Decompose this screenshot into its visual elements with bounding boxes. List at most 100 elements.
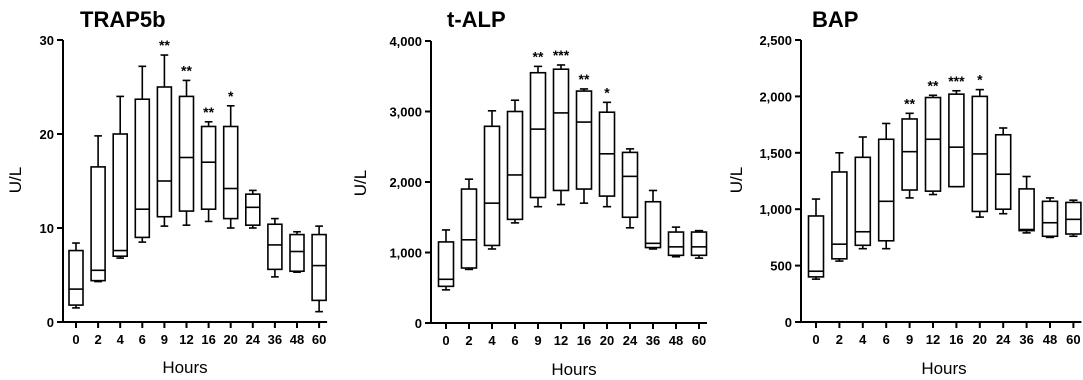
x-tick-label: 9 [161,332,168,347]
box-iqr [644,200,662,249]
box-iqr [1041,200,1059,238]
chart-title: t-ALP [447,7,506,32]
box-48h [289,230,305,273]
box-9h [529,65,547,208]
box-iqr [178,95,195,212]
y-tick-label: 1,000 [759,202,792,217]
box-16h [200,120,217,223]
x-tick-label: 0 [442,333,449,348]
box-iqr [994,133,1012,210]
y-tick-label: 3,000 [389,105,422,120]
box-48h [1041,197,1059,239]
chart-title: BAP [812,7,858,32]
significance-marker: ** [928,77,939,93]
x-tick-label: 6 [883,332,890,347]
box-20h [598,101,616,208]
box-iqr [156,86,173,218]
y-tick-label: 2,500 [759,33,792,48]
x-tick-label: 9 [906,332,913,347]
box-6h [877,122,895,250]
box-48h [667,226,685,258]
y-tick-label: 2,000 [759,89,792,104]
box-0h [437,229,455,291]
x-tick-label: 20 [973,332,987,347]
x-tick-label: 24 [996,332,1011,347]
x-tick-label: 60 [1066,332,1080,347]
y-axis-label: U/L [727,167,746,193]
x-tick-label: 0 [812,332,819,347]
x-tick-label: 2 [465,333,472,348]
chart-panel-t-alp: t-ALP Hours U/L 0 1,000 2,000 3,000 4,000 0 2 4… [351,7,708,379]
box-iqr [134,98,151,239]
box-iqr [690,231,708,257]
x-tick-label: 48 [290,332,304,347]
box-9h [901,112,918,199]
box-60h [1065,199,1082,238]
x-tick-label: 2 [94,332,101,347]
box-iqr [483,125,501,247]
x-tick-label: 36 [268,332,282,347]
box-36h [1018,175,1035,234]
box-iqr [311,233,327,302]
box-16h [575,88,593,204]
box-iqr [854,156,872,247]
y-tick-label: 1,500 [759,146,792,161]
box-2h [90,135,106,283]
x-axis-label: Hours [921,359,966,378]
box-iqr [200,125,217,211]
x-axis-label: Hours [551,360,596,379]
x-tick-label: 4 [488,333,496,348]
x-tick-label: 24 [246,332,261,347]
box-24h [994,127,1012,215]
y-tick-label: 0 [415,316,422,331]
box-20h [222,105,239,229]
significance-marker: ** [533,48,544,64]
box-iqr [529,71,547,199]
chart-title: TRAP5b [80,7,166,32]
box-iqr [437,241,455,288]
significance-marker: * [228,88,234,104]
box-60h [311,225,327,313]
box-iqr [924,96,942,192]
y-axis-label: U/L [351,170,370,196]
box-iqr [1018,188,1035,232]
x-tick-label: 0 [72,332,79,347]
box-iqr [807,215,825,278]
x-tick-label: 20 [600,333,614,348]
box-iqr [901,118,918,191]
x-tick-label: 6 [511,333,518,348]
box-36h [267,217,283,278]
box-12h [924,94,942,196]
box-iqr [267,223,283,271]
box-iqr [575,90,593,190]
y-tick-label: 1,000 [389,246,422,261]
significance-marker: * [977,72,983,88]
box-0h [807,198,825,280]
x-tick-label: 4 [117,332,125,347]
y-tick-label: 4,000 [389,34,422,49]
box-iqr [245,193,261,226]
box-6h [506,99,524,224]
y-tick-label: 2,000 [389,175,422,190]
y-tick-label: 30 [40,33,54,48]
box-9h [156,54,173,227]
box-0h [68,242,84,309]
x-tick-label: 9 [534,333,541,348]
x-tick-label: 16 [201,332,215,347]
significance-marker: ** [904,95,915,111]
x-tick-label: 16 [949,332,963,347]
x-tick-label: 6 [139,332,146,347]
x-tick-label: 36 [1019,332,1033,347]
box-20h [971,88,989,218]
box-iqr [289,233,305,273]
y-tick-label: 500 [770,259,792,274]
y-tick-label: 20 [40,127,54,142]
box-24h [621,148,639,229]
y-tick-label: 0 [47,315,54,330]
box-60h [690,229,708,259]
